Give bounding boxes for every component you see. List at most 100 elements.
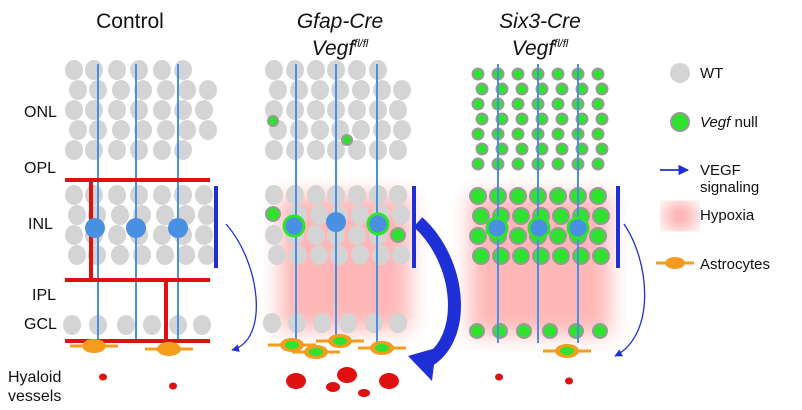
hyaloid-vessel — [565, 377, 573, 385]
vegf-null-cell — [341, 134, 353, 146]
wt-cell — [68, 205, 86, 225]
panel-title-text: Six3-Cre — [499, 10, 581, 33]
astrocyte-nucleus-null — [375, 344, 389, 352]
vegf-null-cell — [575, 142, 589, 156]
vegf-null-cell — [568, 323, 584, 339]
vegf-null-cell — [552, 247, 570, 265]
vegf-null-cell — [511, 127, 525, 141]
layer-label-inl: INL — [28, 216, 53, 233]
vegf-null-cell — [475, 112, 489, 126]
wt-cell — [153, 185, 171, 205]
legend-wt-label: WT — [700, 65, 724, 82]
wt-cell — [112, 120, 130, 140]
vegf-null-cell — [469, 323, 485, 339]
neuron-soma — [126, 218, 146, 238]
wt-cell — [330, 245, 348, 265]
panel-subtitle-text: Vegf — [311, 37, 355, 60]
wt-cell — [348, 185, 366, 205]
vegf-null-cell — [575, 112, 589, 126]
wt-cell — [392, 205, 410, 225]
vegf-null-cell — [265, 206, 281, 222]
vegf-null-cell — [592, 247, 610, 265]
vegf-null-cell — [551, 97, 565, 111]
wt-cell — [348, 100, 366, 120]
panel-title-control: Control — [70, 10, 190, 33]
wt-cell — [389, 100, 407, 120]
wt-cell — [265, 60, 283, 80]
panel-title-gfap: Gfap-Cre Vegffl/fl — [265, 10, 415, 60]
vegf-null-cell — [589, 187, 607, 205]
vegf-null-cell — [390, 227, 406, 243]
wt-cell — [389, 140, 407, 160]
wt-cell — [65, 140, 83, 160]
legend-wt-swatch — [670, 63, 690, 83]
vegf-null-cell — [492, 247, 510, 265]
wt-cell — [68, 245, 86, 265]
wt-cell — [65, 60, 83, 80]
vegf-null-cell — [595, 142, 609, 156]
wt-cell — [289, 245, 307, 265]
legend-vegf-null-swatch — [670, 112, 690, 132]
wt-cell — [199, 120, 217, 140]
vegf-null-cell — [591, 157, 605, 171]
panel-title-text: Control — [96, 10, 164, 33]
vegf-signal-thick-arrow — [413, 217, 461, 368]
wt-cell — [112, 80, 130, 100]
wt-cell — [174, 100, 192, 120]
vegf-null-cell — [267, 115, 279, 127]
wt-cell — [157, 80, 175, 100]
wt-cell — [108, 100, 126, 120]
vegf-null-cell — [515, 112, 529, 126]
wt-cell — [290, 80, 308, 100]
wt-cell — [153, 140, 171, 160]
astrocyte-body — [82, 339, 106, 353]
wt-cell — [195, 185, 213, 205]
hyaloid-vessel — [286, 373, 306, 389]
wt-cell — [290, 120, 308, 140]
vegf-null-cell — [535, 82, 549, 96]
wt-cell — [307, 140, 325, 160]
vegf-null-cell — [511, 97, 525, 111]
vegf-signal-arrow — [614, 223, 646, 357]
vegf-null-cell — [471, 127, 485, 141]
wt-cell — [63, 315, 81, 335]
wt-cell — [265, 140, 283, 160]
wt-cell — [130, 185, 148, 205]
vegf-null-cell — [512, 247, 530, 265]
wt-cell — [352, 120, 370, 140]
wt-cell — [348, 225, 366, 245]
hyaloid-vessel — [326, 382, 340, 392]
hyaloid-vessel — [358, 389, 370, 397]
wt-cell — [174, 185, 192, 205]
wt-cell — [178, 120, 196, 140]
neuron-soma — [485, 216, 509, 240]
vegf-null-cell — [512, 207, 530, 225]
astrocyte-nucleus-null — [285, 341, 299, 349]
vegf-null-cell — [472, 207, 490, 225]
panel-subtitle-sup: fl/fl — [554, 38, 569, 50]
wt-cell — [307, 60, 325, 80]
wt-cell — [265, 185, 283, 205]
legend-signaling-label: VEGF signaling — [700, 162, 760, 196]
astrocyte-nucleus-null — [560, 347, 574, 355]
wt-cell — [65, 100, 83, 120]
wt-cell — [195, 100, 213, 120]
hyaloid-vessel — [495, 373, 503, 381]
vegf-null-cell — [475, 142, 489, 156]
wt-cell — [310, 205, 328, 225]
vegf-null-cell — [575, 82, 589, 96]
astrocyte-body — [157, 342, 181, 356]
wt-cell — [311, 80, 329, 100]
vegf-signal-arrow — [225, 223, 257, 352]
wt-cell — [133, 245, 151, 265]
wt-cell — [307, 225, 325, 245]
hyaloid-vessel — [99, 373, 107, 381]
wt-cell — [174, 60, 192, 80]
wt-cell — [310, 245, 328, 265]
vegf-null-cell — [589, 227, 607, 245]
panel-subtitle-text: Vegf — [511, 37, 555, 60]
wt-cell — [351, 205, 369, 225]
vegf-null-cell — [592, 207, 610, 225]
wt-cell — [199, 80, 217, 100]
wt-cell — [348, 60, 366, 80]
